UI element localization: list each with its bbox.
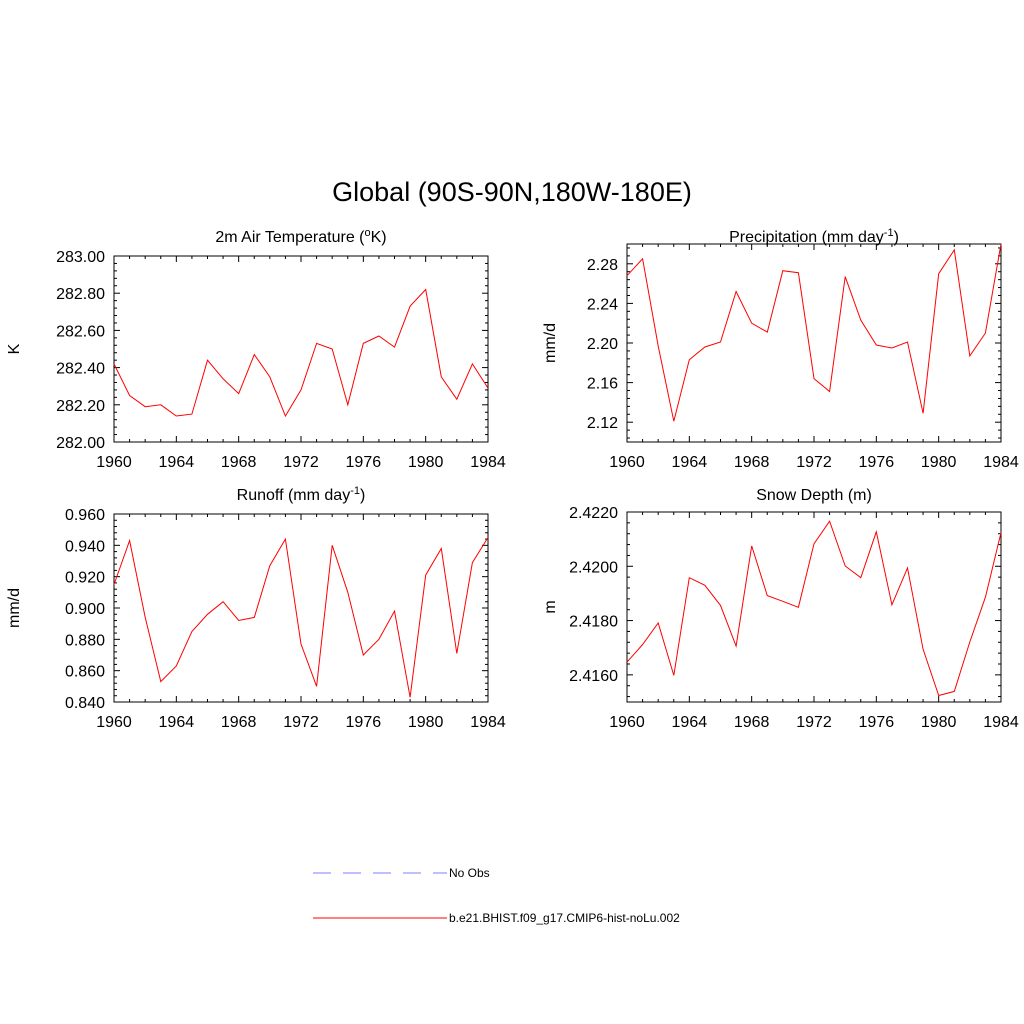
chart-panel-2: 1960 1964 1968 1972 1976 1980 1984 2.12 2.16 2.20… [542,227,1019,471]
y-tick-label: 2.12 [587,415,618,432]
chart-panel-1: 1960 1964 1968 1972 1976 1980 1984 282.00 282.20… [6,227,506,471]
y-tick-label: 0.880 [65,632,105,649]
x-tick-label: 1976 [346,454,382,471]
y-tick-label: 0.860 [65,664,105,681]
series-line [626,243,1002,422]
legend-model-label: b.e21.BHIST.f09_g17.CMIP6-hist-noLu.002 [449,911,680,925]
chart-panel-3: 1960 1964 1968 1972 1976 1980 1984 0.840 0.860 0.… [6,485,506,731]
series-line [113,288,489,418]
y-tick-label: 282.80 [56,286,105,303]
x-tick-label: 1964 [672,714,708,731]
x-tick-label: 1984 [470,454,506,471]
y-tick-label: 0.840 [65,695,105,712]
x-tick-label: 1984 [983,454,1019,471]
y-axis-label: mm/d [542,323,559,363]
y-tick-label: 2.28 [587,257,618,274]
plot-frame [113,513,489,703]
x-tick-label: 1976 [859,714,895,731]
y-tick-label: 2.4180 [569,614,618,631]
y-tick-label: 2.24 [587,296,618,313]
x-tick-label: 1960 [96,454,132,471]
y-axis-label: K [6,343,23,354]
x-tick-label: 1968 [734,454,770,471]
x-tick-label: 1972 [283,454,319,471]
series-line [626,520,1002,697]
y-axis-label: m [542,600,559,613]
x-tick-label: 1960 [96,714,132,731]
x-tick-label: 1984 [983,714,1019,731]
x-tick-label: 1964 [672,454,708,471]
x-tick-label: 1960 [609,454,645,471]
panel-title: Precipitation (mm day-1) [729,227,899,246]
y-tick-label: 2.4220 [569,505,618,522]
x-tick-label: 1980 [921,454,957,471]
x-tick-label: 1976 [859,454,895,471]
chart-panel-4: 1960 1964 1968 1972 1976 1980 1984 2.4160 2.4180… [542,487,1019,731]
y-tick-label: 2.4160 [569,668,618,685]
legend-obs-label: No Obs [449,866,490,880]
x-tick-label: 1976 [346,714,382,731]
panel-title: Snow Depth (m) [756,487,872,504]
y-tick-label: 2.16 [587,376,618,393]
x-tick-label: 1972 [796,454,832,471]
y-tick-label: 282.60 [56,323,105,340]
plot-frame [626,511,1002,703]
x-tick-label: 1972 [796,714,832,731]
plot-frame [113,255,489,443]
y-tick-label: 282.20 [56,398,105,415]
x-tick-label: 1964 [159,714,195,731]
legend: No Obs b.e21.BHIST.f09_g17.CMIP6-hist-no… [313,866,680,925]
x-tick-label: 1980 [921,714,957,731]
series-line [113,537,489,698]
y-tick-label: 283.00 [56,249,105,266]
y-tick-label: 0.900 [65,601,105,618]
x-tick-label: 1968 [734,714,770,731]
y-tick-label: 282.00 [56,435,105,452]
panel-title: Runoff (mm day-1) [237,485,366,504]
y-tick-label: 0.940 [65,538,105,555]
plot-frame [626,243,1002,443]
y-tick-label: 282.40 [56,361,105,378]
x-tick-label: 1968 [221,714,257,731]
x-tick-label: 1980 [408,714,444,731]
x-tick-label: 1972 [283,714,319,731]
y-tick-label: 2.4200 [569,559,618,576]
y-tick-label: 0.960 [65,507,105,524]
x-tick-label: 1984 [470,714,506,731]
figure-title: Global (90S-90N,180W-180E) [332,177,692,207]
x-tick-label: 1960 [609,714,645,731]
y-tick-label: 0.920 [65,570,105,587]
x-tick-label: 1968 [221,454,257,471]
x-tick-label: 1964 [159,454,195,471]
y-tick-label: 2.20 [587,336,618,353]
y-axis-label: mm/d [6,588,23,628]
x-tick-label: 1980 [408,454,444,471]
panel-title: 2m Air Temperature (oK) [215,227,386,246]
